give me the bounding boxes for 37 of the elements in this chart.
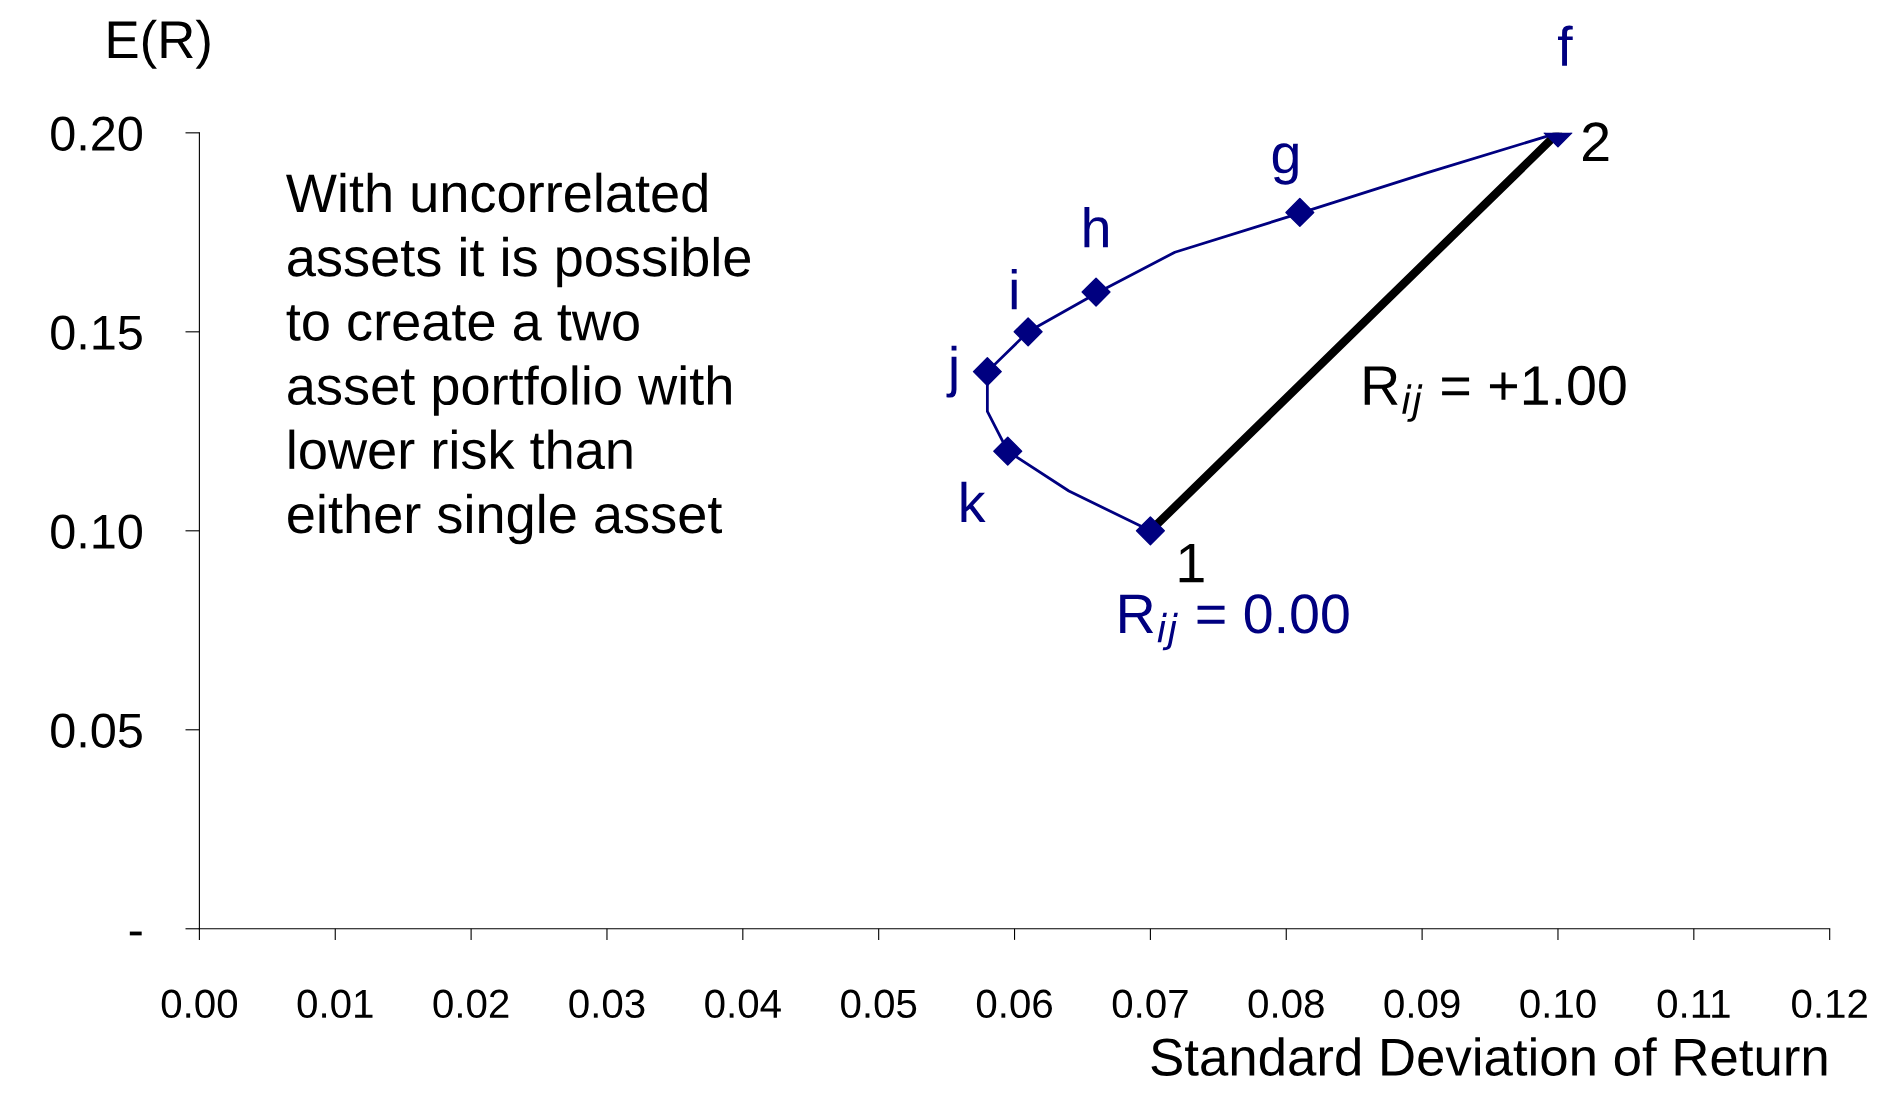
y-tick-label: - <box>129 931 142 936</box>
y-tick-label: 0.05 <box>51 713 142 748</box>
x-tick-label: 0.00 <box>161 989 238 1019</box>
annotation: i <box>1011 268 1017 310</box>
point <box>972 357 1002 387</box>
annotation: g <box>1272 143 1298 185</box>
point <box>1135 516 1165 546</box>
x-tick-label: 0.04 <box>705 989 781 1019</box>
annotation: 1 <box>1179 543 1204 583</box>
point <box>1081 277 1111 307</box>
x-tick-label: 0.05 <box>841 989 917 1019</box>
x-tick-label: 0.12 <box>1792 989 1867 1019</box>
x-tick-label: 0.09 <box>1384 989 1460 1019</box>
point <box>1285 197 1315 228</box>
point <box>993 436 1023 466</box>
annotation: h <box>1084 206 1108 248</box>
y-tick-label: 0.15 <box>51 315 142 350</box>
annotation: k <box>961 481 986 523</box>
x-tick-label: 0.07 <box>1112 989 1188 1019</box>
x-tick-label: 0.08 <box>1248 989 1324 1019</box>
annotation: R$_{ij}$ = 0.00 <box>1120 594 1349 651</box>
y-axis-title: E(R) <box>108 19 210 69</box>
annotation: f <box>1557 25 1573 66</box>
annotation: With uncorrelated assets it is possible to create a two asset portfolio with lower risk than either single asset <box>286 172 751 545</box>
x-tick-label: 0.02 <box>433 989 509 1019</box>
y-tick-label: 0.10 <box>51 514 142 549</box>
annotation: R$_{ij}$ = +1.00 <box>1364 365 1626 422</box>
x-tick-label: 0.03 <box>569 989 645 1019</box>
x-axis-title: Standard Deviation of Return <box>1151 1037 1827 1076</box>
x-tick-label: 0.01 <box>297 989 373 1019</box>
x-tick-label: 0.11 <box>1657 989 1730 1019</box>
x-tick-label: 0.10 <box>1520 989 1596 1019</box>
x-tick-label: 0.06 <box>976 989 1052 1019</box>
y-tick-label: 0.20 <box>51 116 142 151</box>
annotation: j <box>946 345 957 398</box>
point <box>1013 317 1043 347</box>
annotation: 2 <box>1582 122 1609 162</box>
